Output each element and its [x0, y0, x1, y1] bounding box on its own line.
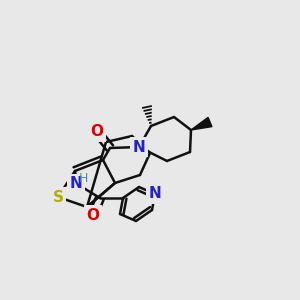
Text: N: N: [133, 140, 146, 154]
Text: N: N: [148, 187, 161, 202]
Text: H: H: [78, 172, 88, 185]
Text: O: O: [91, 124, 103, 140]
Text: N: N: [70, 176, 83, 191]
Text: S: S: [52, 190, 64, 205]
Polygon shape: [191, 117, 212, 130]
Text: O: O: [86, 208, 100, 223]
